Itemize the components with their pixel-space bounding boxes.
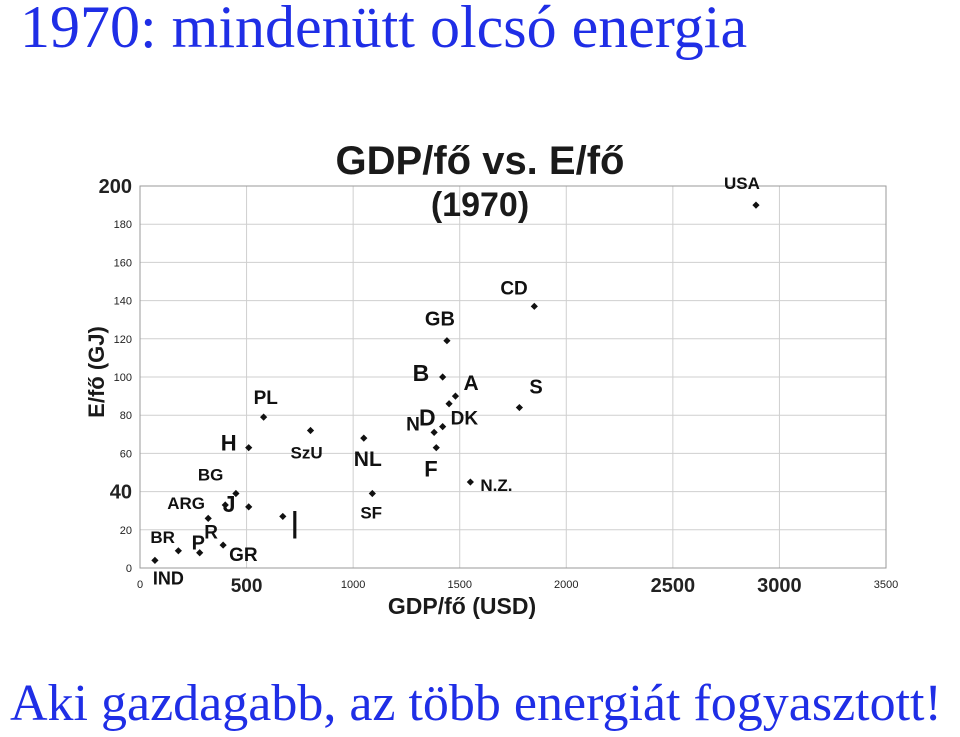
y-tick-label: 140 — [114, 296, 132, 308]
data-point — [360, 434, 368, 442]
data-point — [306, 426, 315, 435]
data-point — [515, 403, 523, 412]
point-label: IND — [153, 568, 184, 588]
point-label: SzU — [291, 443, 323, 462]
point-label: SF — [360, 504, 382, 523]
data-points — [151, 201, 760, 564]
data-point — [443, 337, 451, 345]
data-point — [439, 423, 447, 431]
x-tick-label: 500 — [231, 576, 263, 597]
point-label: P — [192, 533, 205, 555]
data-point — [752, 201, 760, 209]
x-tick-label: 1500 — [447, 579, 471, 591]
data-point — [245, 444, 253, 452]
y-tick-label: 200 — [99, 176, 132, 198]
point-label: ARG — [167, 494, 205, 513]
point-label: CD — [500, 278, 527, 299]
scatter-chart: 0 20 40 60 80 100 120 140 160 180 200 0 500 1000 1500… — [84, 139, 898, 619]
point-label: GR — [229, 545, 258, 566]
y-tick-label: 160 — [114, 257, 132, 269]
point-label: N — [406, 414, 420, 435]
point-label: J — [223, 491, 236, 517]
y-tick-label: 20 — [120, 525, 132, 537]
y-tick-labels: 0 20 40 60 80 100 120 140 160 180 200 — [99, 176, 132, 575]
point-label: PL — [254, 388, 279, 409]
x-tick-label: 0 — [137, 579, 143, 591]
point-label: F — [424, 457, 437, 482]
point-label: D — [419, 405, 436, 431]
y-tick-label: 80 — [120, 410, 132, 422]
data-point — [174, 547, 182, 555]
data-point — [530, 302, 538, 310]
data-point — [432, 444, 440, 452]
data-point — [279, 512, 287, 521]
x-axis-label: GDP/fő (USD) — [388, 593, 536, 619]
slide-title: 1970: mindenütt olcsó energia — [20, 0, 748, 60]
point-label: GB — [425, 309, 455, 331]
point-label: S — [529, 377, 542, 399]
data-point — [204, 514, 212, 522]
data-point — [221, 501, 229, 509]
y-tick-label: 40 — [110, 482, 132, 504]
point-labels: USA CD GB B A D S N DK F N.Z. NL SF SzU I J PL H BG ARG R GR P… — [150, 174, 760, 588]
y-tick-label: 60 — [120, 448, 132, 460]
x-tick-label: 3500 — [874, 579, 898, 591]
x-tick-label: 2500 — [651, 575, 696, 597]
point-label: DK — [451, 409, 479, 430]
x-tick-label: 1000 — [341, 579, 365, 591]
data-point — [439, 373, 447, 381]
point-label: H — [221, 431, 237, 456]
x-tick-label: 3000 — [757, 575, 802, 597]
point-label: A — [463, 372, 478, 395]
point-label: BR — [150, 528, 175, 547]
data-point — [430, 428, 438, 436]
point-label: N.Z. — [480, 476, 512, 495]
point-label: BG — [198, 466, 224, 485]
point-label: B — [413, 360, 430, 386]
y-tick-label: 180 — [114, 219, 132, 231]
data-point — [260, 413, 268, 421]
point-label: NL — [354, 448, 382, 471]
plot-area — [139, 185, 887, 569]
y-tick-label: 100 — [114, 372, 132, 384]
x-tick-label: 2000 — [554, 579, 578, 591]
chart-grid — [139, 185, 887, 569]
chart-title: GDP/fő vs. E/fő — [336, 139, 625, 183]
slide-footer-text: Aki gazdagabb, az több energiát fogyaszt… — [10, 675, 942, 732]
point-label: R — [204, 522, 218, 543]
y-axis-label: E/fő (GJ) — [84, 326, 109, 418]
y-tick-label: 0 — [126, 563, 132, 575]
data-point — [196, 549, 204, 557]
chart-subtitle: (1970) — [431, 186, 529, 224]
point-label: I — [292, 502, 298, 547]
data-point — [445, 400, 453, 408]
point-label: USA — [724, 174, 760, 193]
data-point — [368, 489, 376, 498]
data-point — [219, 541, 227, 549]
x-tick-labels: 0 500 1000 1500 2000 2500 3000 3500 — [137, 575, 898, 597]
data-point — [451, 392, 460, 400]
data-point — [466, 478, 474, 486]
data-point — [232, 489, 240, 498]
data-point — [151, 556, 159, 564]
y-tick-label: 120 — [114, 334, 132, 346]
data-point — [245, 503, 253, 511]
